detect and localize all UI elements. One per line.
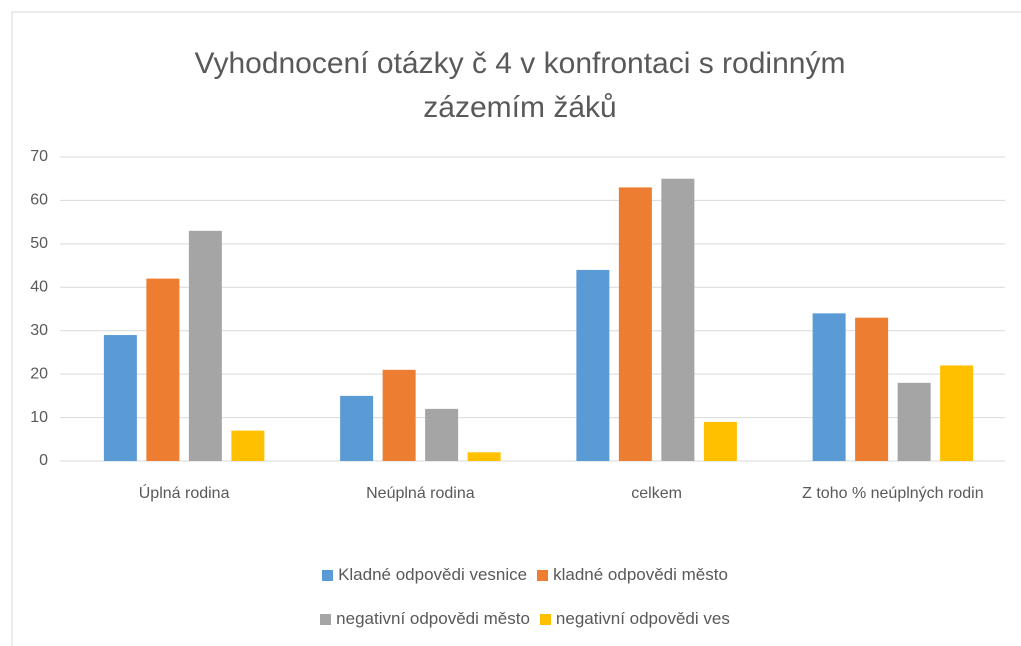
legend-label: negativní odpovědi město	[336, 609, 530, 628]
bar	[467, 452, 501, 461]
legend-swatch	[320, 613, 332, 625]
legend-item: Kladné odpovědi vesnice	[322, 562, 527, 588]
bar	[940, 365, 974, 461]
x-tick-label: Neúplná rodina	[366, 485, 475, 502]
bar	[340, 395, 374, 461]
legend-swatch	[539, 613, 551, 625]
bar	[576, 269, 610, 461]
bar	[103, 335, 137, 461]
bar	[618, 187, 652, 461]
x-tick-label: celkem	[631, 485, 682, 502]
bar	[146, 278, 180, 461]
legend: Kladné odpovědi vesnice kladné odpovědi m…	[235, 562, 815, 632]
y-tick-label: 70	[30, 148, 48, 165]
bar	[703, 421, 737, 461]
x-tick-label: Z toho % neúplných rodin	[802, 485, 984, 502]
chart-border	[11, 11, 1021, 646]
bar	[382, 369, 416, 461]
legend-item: negativní odpovědi ves	[539, 606, 730, 632]
y-tick-label: 50	[30, 235, 48, 252]
bar	[231, 430, 265, 461]
y-tick-label: 30	[30, 322, 48, 339]
y-tick-label: 20	[30, 365, 48, 382]
bar	[897, 382, 931, 461]
x-tick-label: Úplná rodina	[138, 485, 230, 502]
bar	[661, 178, 695, 461]
legend-label: negativní odpovědi ves	[555, 609, 730, 628]
y-tick-label: 0	[39, 452, 48, 469]
legend-swatch	[322, 569, 334, 581]
legend-label: Kladné odpovědi vesnice	[338, 565, 528, 584]
bar	[812, 313, 846, 461]
bar	[855, 317, 889, 461]
legend-item: kladné odpovědi město	[537, 562, 728, 588]
legend-label: kladné odpovědi město	[553, 565, 728, 584]
y-tick-label: 10	[30, 409, 48, 426]
legend-swatch	[537, 569, 549, 581]
chart-title: Vyhodnocení otázky č 4 v konfrontaci s r…	[194, 47, 846, 124]
y-tick-label: 40	[30, 279, 48, 296]
bar	[188, 230, 222, 461]
y-tick-label: 60	[30, 192, 48, 209]
bar	[425, 408, 459, 461]
legend-item: negativní odpovědi město	[320, 606, 530, 632]
